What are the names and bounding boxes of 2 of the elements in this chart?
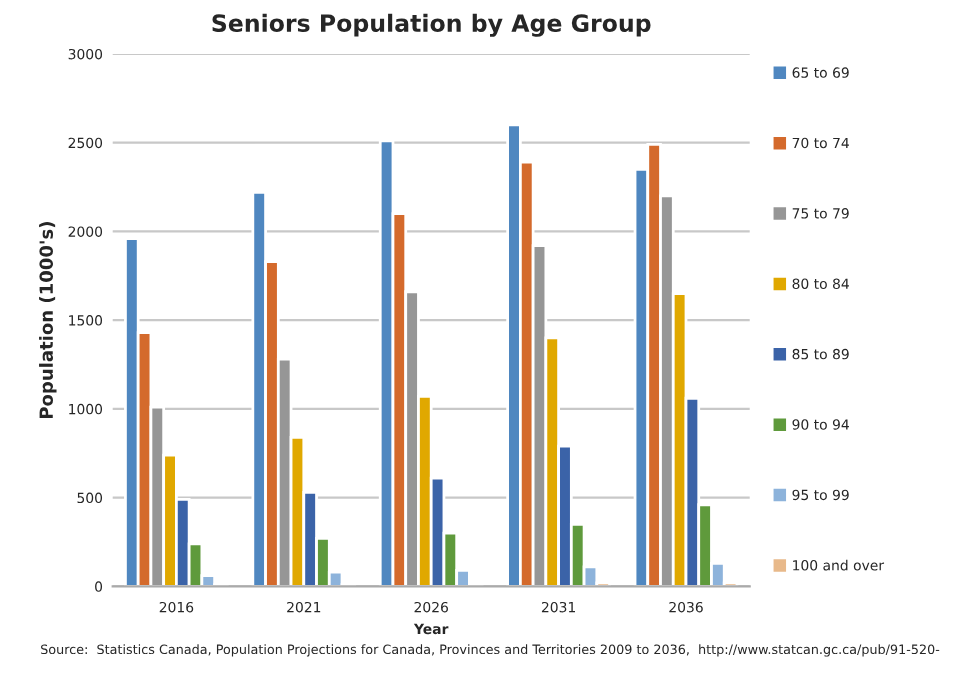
- chart-title: Seniors Population by Age Group: [212, 13, 651, 37]
- y-axis-title: Population (1000's): [39, 222, 57, 419]
